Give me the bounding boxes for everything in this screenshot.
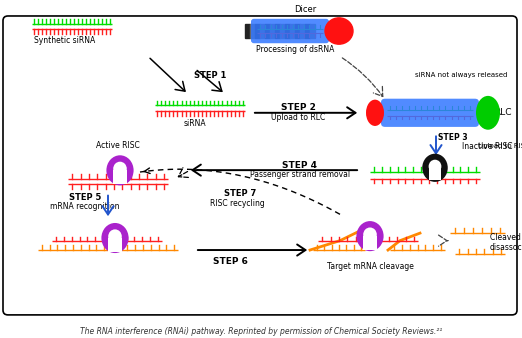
Ellipse shape (476, 96, 500, 130)
Ellipse shape (357, 221, 384, 251)
Text: Cleaved mRNA
disassociation: Cleaved mRNA disassociation (490, 233, 522, 252)
Bar (275, 24, 280, 38)
Bar (300, 24, 305, 38)
Text: mRNA recognition: mRNA recognition (50, 202, 120, 211)
Text: STEP 2: STEP 2 (280, 103, 315, 112)
Bar (270, 24, 275, 38)
Text: STEP 1: STEP 1 (194, 71, 226, 80)
Ellipse shape (108, 230, 122, 244)
Bar (255, 24, 260, 38)
Text: Passenger strand removal: Passenger strand removal (250, 170, 350, 179)
Text: Processing of dsRNA: Processing of dsRNA (256, 45, 334, 54)
Text: STEP 7: STEP 7 (224, 189, 256, 198)
Bar (260, 24, 265, 38)
Bar (305, 24, 310, 38)
Text: STEP 6: STEP 6 (212, 257, 247, 266)
Ellipse shape (422, 154, 448, 182)
Bar (295, 24, 300, 38)
Text: siRNA: siRNA (184, 119, 206, 128)
Text: The RNA interference (RNAi) pathway. Reprinted by permission of Chemical Society: The RNA interference (RNAi) pathway. Rep… (80, 327, 442, 336)
Text: RLC: RLC (494, 108, 512, 117)
Bar (429, 168, 442, 180)
Text: Upload to RISC: Upload to RISC (478, 143, 522, 149)
Bar (280, 24, 285, 38)
Text: STEP 5: STEP 5 (69, 193, 101, 202)
Bar (113, 170, 127, 184)
FancyBboxPatch shape (381, 99, 479, 127)
Text: Active RISC: Active RISC (96, 141, 140, 150)
Ellipse shape (101, 223, 128, 253)
Bar (290, 24, 295, 38)
Ellipse shape (363, 227, 377, 242)
Bar (108, 238, 122, 251)
Text: STEP 4: STEP 4 (282, 161, 317, 170)
Text: siRNA not always released: siRNA not always released (415, 72, 507, 78)
Ellipse shape (366, 100, 384, 126)
Text: STEP 3: STEP 3 (438, 133, 468, 142)
Ellipse shape (429, 160, 442, 173)
Circle shape (325, 18, 353, 44)
Bar (363, 236, 377, 250)
Bar (250, 24, 255, 38)
Bar (245, 24, 250, 38)
Text: RISC recycling: RISC recycling (210, 198, 264, 208)
Ellipse shape (113, 162, 127, 176)
Bar (285, 24, 290, 38)
Text: Synthetic siRNA: Synthetic siRNA (34, 36, 96, 45)
FancyBboxPatch shape (251, 19, 329, 43)
Bar (265, 24, 270, 38)
Ellipse shape (106, 155, 134, 185)
Text: Inactive RISC: Inactive RISC (462, 142, 513, 151)
Text: Dicer: Dicer (294, 5, 316, 14)
Text: Upload to RLC: Upload to RLC (271, 113, 325, 122)
Bar (310, 24, 315, 38)
Text: Target mRNA cleavage: Target mRNA cleavage (327, 262, 413, 270)
